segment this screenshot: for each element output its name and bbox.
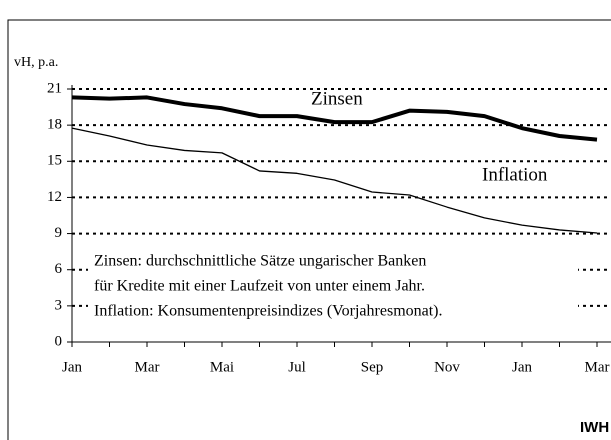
x-tick-label: Sep [361, 359, 384, 375]
series-line [71, 127, 598, 234]
note: Inflation: Konsumentenpreisindizes (Vorj… [94, 303, 443, 320]
y-tick-label: 6 [55, 261, 63, 277]
series-label: Zinsen [311, 88, 363, 109]
y-tick-label: 12 [47, 189, 62, 205]
y-tick-label: 21 [47, 80, 62, 96]
y-axis-label: vH, p.a. [14, 55, 58, 70]
note-box [88, 246, 578, 326]
source: IWH [580, 419, 609, 436]
x-tick-label: Mai [210, 359, 234, 375]
note: Zinsen: durchschnittliche Sätze ungarisc… [94, 253, 426, 270]
x-tick-label: Jan [62, 359, 82, 375]
x-tick-label: Mar [585, 359, 610, 375]
x-tick-label: Jan [512, 359, 532, 375]
series-line [71, 95, 598, 142]
frame [7, 19, 611, 440]
y-tick-label: 3 [55, 297, 63, 313]
series-label: Inflation [482, 164, 548, 185]
x-tick-label: Mar [135, 359, 160, 375]
x-tick-label: Nov [434, 359, 460, 375]
note: für Kredite mit einer Laufzeit von unter… [94, 278, 425, 295]
y-tick-label: 18 [47, 117, 62, 133]
y-tick-label: 15 [47, 153, 62, 169]
y-tick-label: 9 [55, 225, 63, 241]
y-tick-label: 0 [55, 333, 63, 349]
x-tick-label: Jul [288, 359, 306, 375]
